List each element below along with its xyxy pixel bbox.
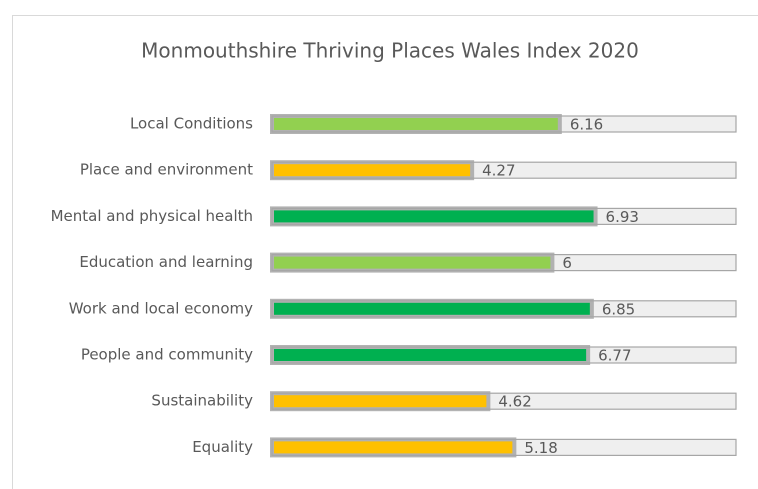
value-label: 6.16	[570, 116, 603, 134]
value-label: 6.77	[598, 347, 631, 365]
bar	[274, 441, 513, 454]
bar	[274, 256, 551, 269]
value-label: 6.85	[602, 300, 635, 318]
bar	[274, 118, 558, 130]
category-label: Education and learning	[79, 253, 253, 271]
category-label: Equality	[192, 438, 253, 456]
bar	[274, 349, 587, 361]
value-label: 6.93	[606, 208, 639, 226]
category-label: Work and local economy	[69, 299, 253, 317]
category-label: Place and environment	[80, 161, 253, 179]
value-label: 6	[562, 254, 572, 272]
bar	[274, 302, 590, 315]
bar	[274, 210, 594, 223]
bar	[274, 395, 487, 408]
category-label: Local Conditions	[130, 115, 253, 133]
category-label: People and community	[81, 346, 253, 364]
chart-title: Monmouthshire Thriving Places Wales Inde…	[141, 39, 639, 63]
value-label: 4.27	[482, 162, 515, 180]
category-label: Sustainability	[151, 392, 253, 410]
category-label: Mental and physical health	[51, 207, 253, 225]
value-label: 5.18	[524, 439, 557, 457]
value-label: 4.62	[498, 393, 531, 411]
bar	[274, 164, 471, 177]
